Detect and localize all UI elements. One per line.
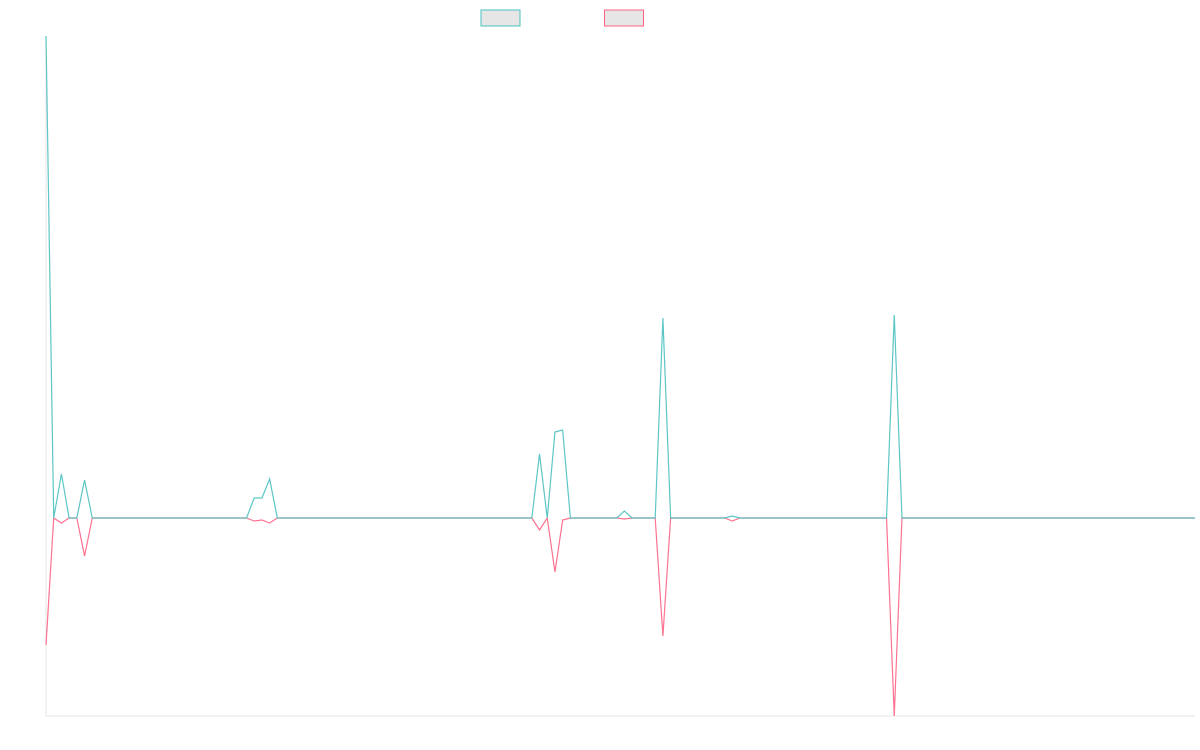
series-line bbox=[45, 35, 1195, 519]
series-line bbox=[45, 516, 1195, 717]
legend-swatch bbox=[480, 9, 521, 27]
legend-swatch bbox=[604, 9, 644, 27]
